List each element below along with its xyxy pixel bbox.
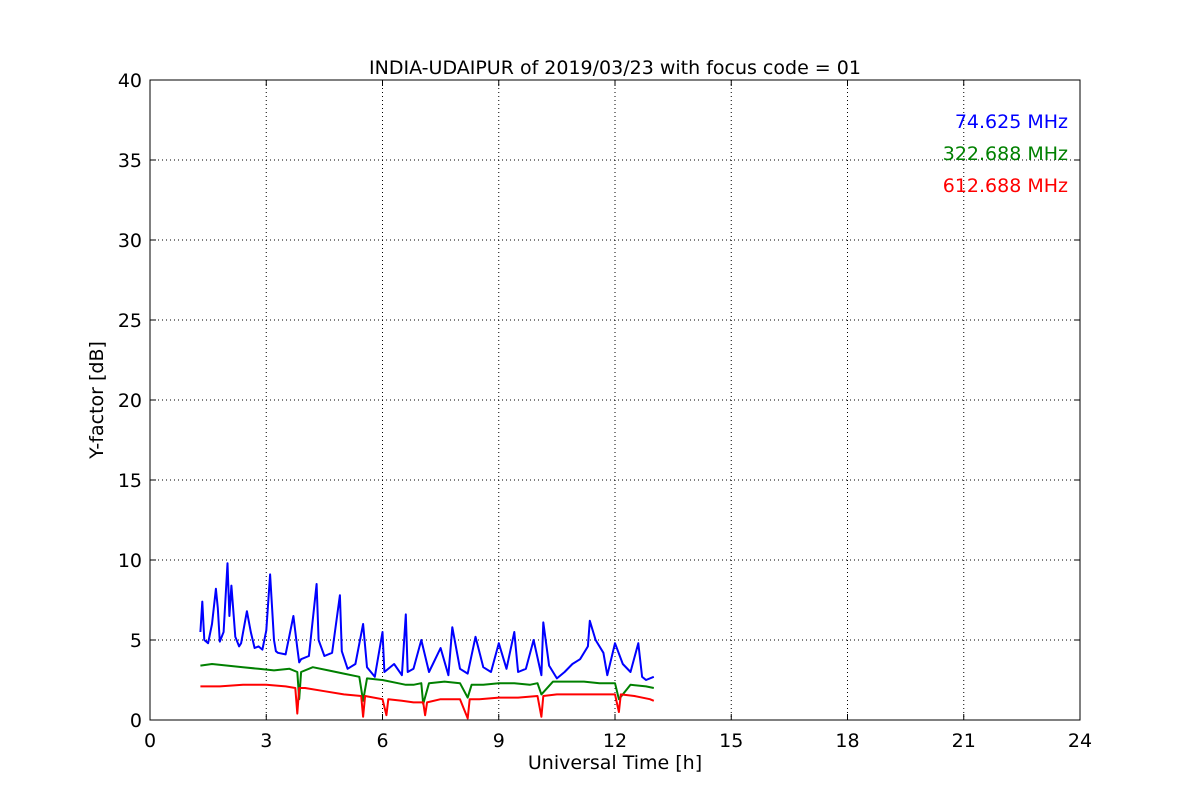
- grid-layer: [150, 80, 1080, 720]
- legend: 74.625 MHz 322.688 MHz 612.688 MHz: [943, 111, 1068, 197]
- legend-entry-0: 74.625 MHz: [955, 111, 1068, 133]
- series-line-2: [200, 683, 655, 720]
- x-tick-label: 15: [719, 730, 743, 752]
- y-axis-label: Y-factor [dB]: [86, 341, 108, 460]
- y-tick-label: 35: [118, 150, 142, 172]
- x-tick-label: 9: [493, 730, 505, 752]
- y-tick-label: 10: [118, 550, 142, 572]
- x-tick-label: 12: [603, 730, 627, 752]
- x-tick-label: 3: [260, 730, 272, 752]
- legend-entry-1: 322.688 MHz: [943, 143, 1068, 165]
- legend-entry-2: 612.688 MHz: [943, 175, 1068, 197]
- x-tick-label: 24: [1068, 730, 1092, 752]
- x-tick-label: 0: [144, 730, 156, 752]
- chart-title: INDIA-UDAIPUR of 2019/03/23 with focus c…: [369, 57, 861, 79]
- series-line-0: [199, 562, 655, 681]
- y-tick-label: 5: [130, 630, 142, 652]
- y-tick-label: 20: [118, 390, 142, 412]
- y-tick-label: 15: [118, 470, 142, 492]
- x-tick-label: 6: [376, 730, 388, 752]
- series-layer: [199, 562, 655, 720]
- tick-layer: 0 3 6 9 12 15 18 21 24 0 5 10 15 20 25 30 35 40: [118, 70, 1092, 752]
- x-axis-label: Universal Time [h]: [528, 752, 702, 774]
- y-tick-label: 25: [118, 310, 142, 332]
- x-tick-label: 21: [952, 730, 976, 752]
- y-tick-label: 40: [118, 70, 142, 92]
- y-tick-label: 0: [130, 710, 142, 732]
- series-line-1: [200, 663, 655, 705]
- y-tick-label: 30: [118, 230, 142, 252]
- x-tick-label: 18: [835, 730, 859, 752]
